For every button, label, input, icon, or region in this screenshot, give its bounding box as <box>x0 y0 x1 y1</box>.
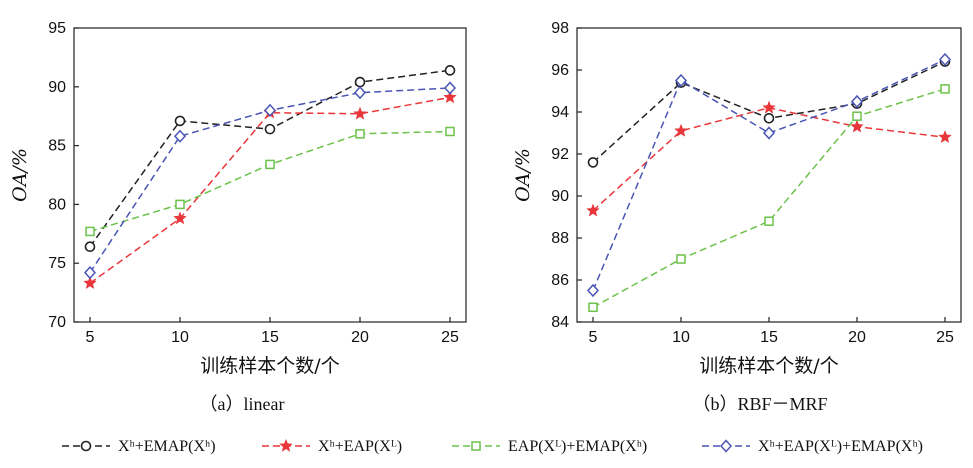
y-tick-label: 86 <box>551 272 569 289</box>
data-point-star <box>353 106 367 120</box>
data-point-star <box>674 123 688 137</box>
data-point-circle <box>354 76 366 88</box>
y-tick-label: 80 <box>48 196 66 213</box>
plot-frame <box>73 27 467 323</box>
data-point-diamond <box>850 94 864 109</box>
legend-marker-diamond <box>719 439 733 453</box>
x-tick-label: 5 <box>589 329 598 346</box>
data-point-star <box>586 203 600 217</box>
y-tick-label: 85 <box>48 138 66 155</box>
data-point-circle <box>174 115 186 127</box>
data-point-circle <box>444 65 456 76</box>
legend-label: Xʰ+EAP(Xᴸ)+EMAP(Xʰ) <box>758 438 923 455</box>
data-point-square <box>940 84 950 94</box>
y-tick-label: 92 <box>551 146 569 163</box>
panel-caption: （b）RBF－MRF <box>692 394 827 414</box>
legend-item: Xʰ+EAP(Xᴸ)+EMAP(Xʰ) <box>702 438 923 455</box>
x-axis-label: 训练样本个数/个 <box>200 355 339 377</box>
data-point-star <box>83 275 97 290</box>
series-3 <box>83 81 457 280</box>
data-point-star <box>938 129 952 144</box>
data-point-diamond <box>443 81 457 95</box>
legend-marker-square <box>471 441 481 451</box>
y-tick-label: 88 <box>551 230 569 247</box>
data-point-square <box>676 254 686 264</box>
legend-item: Xʰ+EAP(Xᴸ) <box>262 438 402 455</box>
panel-caption: （a）linear <box>200 394 285 414</box>
legend-marker-circle <box>80 440 92 452</box>
data-point-square <box>265 159 275 170</box>
y-tick-label: 70 <box>48 314 66 331</box>
y-tick-label: 90 <box>48 79 66 96</box>
x-tick-label: 25 <box>936 329 954 346</box>
data-point-diamond <box>173 129 187 143</box>
plot-frame <box>576 27 962 323</box>
legend-item: EAP(Xᴸ)+EMAP(Xʰ) <box>452 438 647 455</box>
data-point-circle <box>84 241 96 253</box>
data-point-diamond <box>263 103 277 117</box>
legend: Xʰ+EMAP(Xʰ) Xʰ+EAP(Xᴸ) EAP(Xᴸ)+EMAP(Xʰ) Xʰ+… <box>62 438 923 455</box>
x-tick-label: 20 <box>351 329 369 346</box>
data-point-diamond <box>674 73 688 88</box>
x-tick-label: 10 <box>171 329 189 346</box>
data-point-star <box>850 119 864 133</box>
y-tick-label: 98 <box>551 20 569 37</box>
series-2 <box>85 126 455 237</box>
data-point-star <box>762 100 776 114</box>
y-axis-label: OA/% <box>9 148 31 202</box>
x-tick-label: 15 <box>261 329 279 346</box>
series-0 <box>84 65 456 253</box>
y-tick-label: 94 <box>551 104 569 121</box>
data-point-circle <box>763 113 775 124</box>
data-point-square <box>764 216 774 226</box>
data-point-circle <box>587 157 599 168</box>
series-3 <box>586 52 952 298</box>
data-point-diamond <box>938 52 952 67</box>
data-point-square <box>85 226 95 237</box>
series-line <box>89 130 451 233</box>
y-tick-label: 90 <box>551 188 569 205</box>
data-point-star <box>443 90 457 104</box>
legend-item: Xʰ+EMAP(Xʰ) <box>62 438 216 455</box>
x-axis-label: 训练样本个数/个 <box>699 355 838 377</box>
data-point-diamond <box>762 126 776 140</box>
x-tick-label: 10 <box>672 329 690 346</box>
data-point-square <box>355 129 365 139</box>
y-tick-label: 84 <box>551 314 569 331</box>
data-point-diamond <box>83 265 97 280</box>
x-tick-label: 15 <box>760 329 778 346</box>
data-point-square <box>445 126 455 137</box>
series-2 <box>588 84 950 313</box>
legend-label: Xʰ+EMAP(Xʰ) <box>118 438 216 455</box>
series-1 <box>586 100 952 217</box>
series-1 <box>83 90 457 290</box>
series-line <box>592 58 946 291</box>
series-line <box>592 60 946 163</box>
y-axis-label: OA/% <box>512 148 534 202</box>
legend-label: EAP(Xᴸ)+EMAP(Xʰ) <box>508 438 647 455</box>
y-tick-label: 95 <box>48 20 66 37</box>
series-line <box>89 69 451 248</box>
data-point-diamond <box>586 283 600 298</box>
y-tick-label: 75 <box>48 255 66 272</box>
data-point-square <box>588 302 598 313</box>
series-line <box>592 88 946 308</box>
x-tick-label: 5 <box>86 329 95 346</box>
x-tick-label: 20 <box>848 329 866 346</box>
data-point-star <box>173 211 187 225</box>
data-point-square <box>175 199 185 210</box>
data-point-circle <box>264 123 276 135</box>
chart-panel-b: 84 86 88 90 92 94 96 98 5 10 15 20 25 训练样本个数/个 OA/% （b）… <box>512 20 962 414</box>
series-0 <box>587 56 951 168</box>
legend-label: Xʰ+EAP(Xᴸ) <box>318 438 402 455</box>
x-tick-label: 25 <box>441 329 459 346</box>
chart-panel-a: 70 75 80 85 90 95 5 10 15 20 25 训练样本个数/个 OA/% （a）line… <box>9 20 467 414</box>
data-point-square <box>852 111 862 121</box>
data-point-diamond <box>353 86 367 100</box>
legend-marker-star <box>279 438 293 452</box>
y-tick-label: 96 <box>551 62 569 79</box>
